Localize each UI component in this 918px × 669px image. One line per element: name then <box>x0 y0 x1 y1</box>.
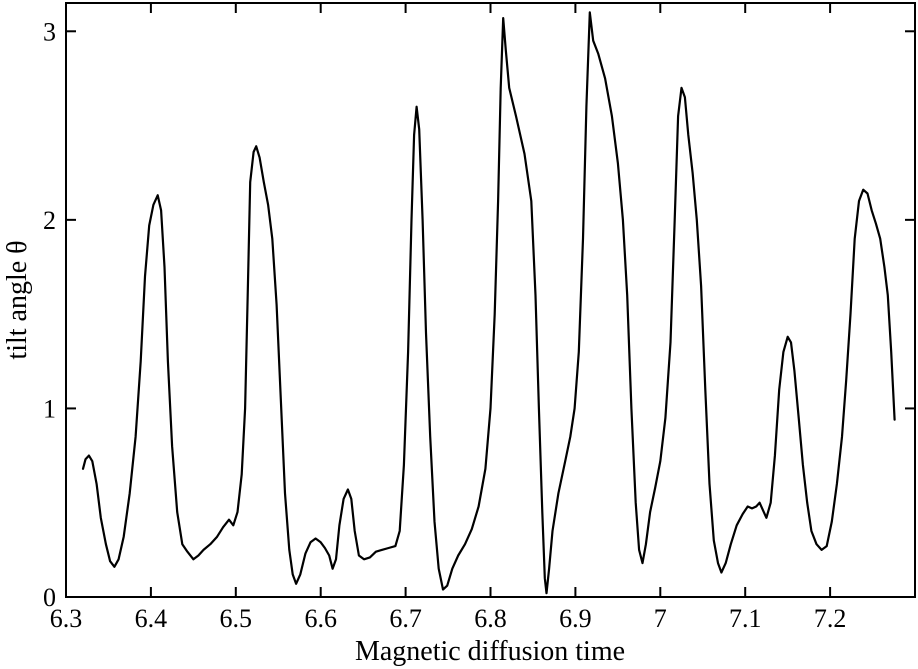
x-tick-label: 7.2 <box>814 604 847 633</box>
y-tick-label: 0 <box>43 583 56 612</box>
x-tick-label: 7 <box>654 604 667 633</box>
axis-ticks <box>65 3 915 598</box>
y-tick-label: 2 <box>43 206 56 235</box>
axis-tick-labels: 6.3 6.4 6.5 6.6 6.7 6.8 6.9 7 7.1 7.2 0 1 2 3 <box>43 17 846 633</box>
plot-frame <box>65 2 916 598</box>
y-tick-label: 3 <box>43 17 56 46</box>
x-tick-label: 6.5 <box>220 604 253 633</box>
x-tick-label: 6.6 <box>304 604 337 633</box>
x-tick-label: 6.9 <box>559 604 592 633</box>
x-axis-title: Magnetic diffusion time <box>355 636 625 667</box>
y-axis-title: tilt angle θ <box>2 240 33 359</box>
series-line-tilt-angle <box>81 11 896 595</box>
x-tick-label: 6.4 <box>135 604 168 633</box>
x-tick-label: 6.8 <box>474 604 507 633</box>
y-tick-label: 1 <box>43 394 56 423</box>
x-tick-label: 7.1 <box>729 604 762 633</box>
x-tick-label: 6.3 <box>50 604 83 633</box>
x-tick-label: 6.7 <box>389 604 422 633</box>
